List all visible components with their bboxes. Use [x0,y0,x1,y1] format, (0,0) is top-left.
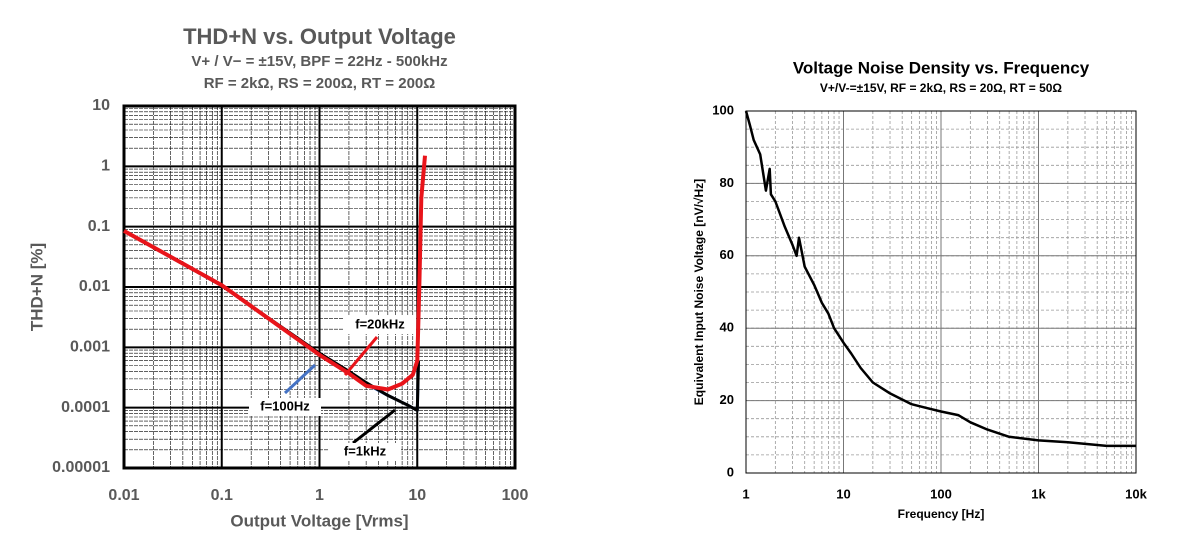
y-tick-label: 0.0001 [61,399,110,416]
y-tick-label: 20 [720,392,734,407]
annotation-label: f=20kHz [355,316,405,331]
x-axis-label: Output Voltage [Vrms] [230,511,408,530]
chart-title: THD+N vs. Output Voltage [183,24,456,49]
y-tick-label: 10 [92,97,110,114]
y-tick-label: 0.00001 [52,459,110,476]
x-tick-label: 10 [836,486,850,501]
plot-frame [122,104,517,470]
y-tick-label: 0.1 [88,218,110,235]
series-line [744,110,1136,448]
x-tick-label: 1k [1031,486,1046,501]
x-tick-label: 10k [1125,486,1147,501]
plot-frame [745,110,1137,474]
y-tick-label: 1 [101,158,110,175]
y-tick-label: 0 [727,464,734,479]
chart-subtitle: V+/V-=±15V, RF = 2kΩ, RS = 20Ω, RT = 50Ω [820,81,1063,95]
annotation-bg [329,443,401,461]
annotation-arrow [283,363,317,395]
annotation-bg [344,316,416,334]
x-tick-label: 0.1 [211,487,233,504]
y-axis-label: Equivalent Input Noise Voltage [nV/√Hz] [692,179,706,405]
chart-subtitle: RF = 2kΩ, RS = 200Ω, RT = 200Ω [204,75,436,92]
chart-subtitle: V+ / V− = ±15V, BPF = 22Hz - 500kHz [191,53,447,70]
y-axis-label: THD+N [%] [27,243,46,331]
x-tick-label: 1 [315,487,324,504]
x-tick-label: 100 [502,487,529,504]
annotation-label: f=1kHz [344,443,387,458]
x-tick-label: 0.01 [108,487,139,504]
y-tick-label: 40 [720,320,734,335]
x-tick-label: 100 [930,486,952,501]
x-tick-label: 10 [408,487,426,504]
annotation-arrow [352,408,396,445]
y-tick-label: 0.01 [79,278,110,295]
annotation-arrow [343,336,379,376]
chart-title: Voltage Noise Density vs. Frequency [793,58,1090,77]
y-tick-label: 100 [712,102,734,117]
x-tick-label: 1 [742,486,749,501]
y-tick-label: 80 [720,175,734,190]
series-line [123,155,427,392]
y-tick-label: 0.001 [70,339,110,356]
annotation-label: f=100Hz [260,398,310,413]
y-tick-label: 60 [720,247,734,262]
x-axis-label: Frequency [Hz] [898,507,985,521]
annotation-bg [249,398,321,416]
